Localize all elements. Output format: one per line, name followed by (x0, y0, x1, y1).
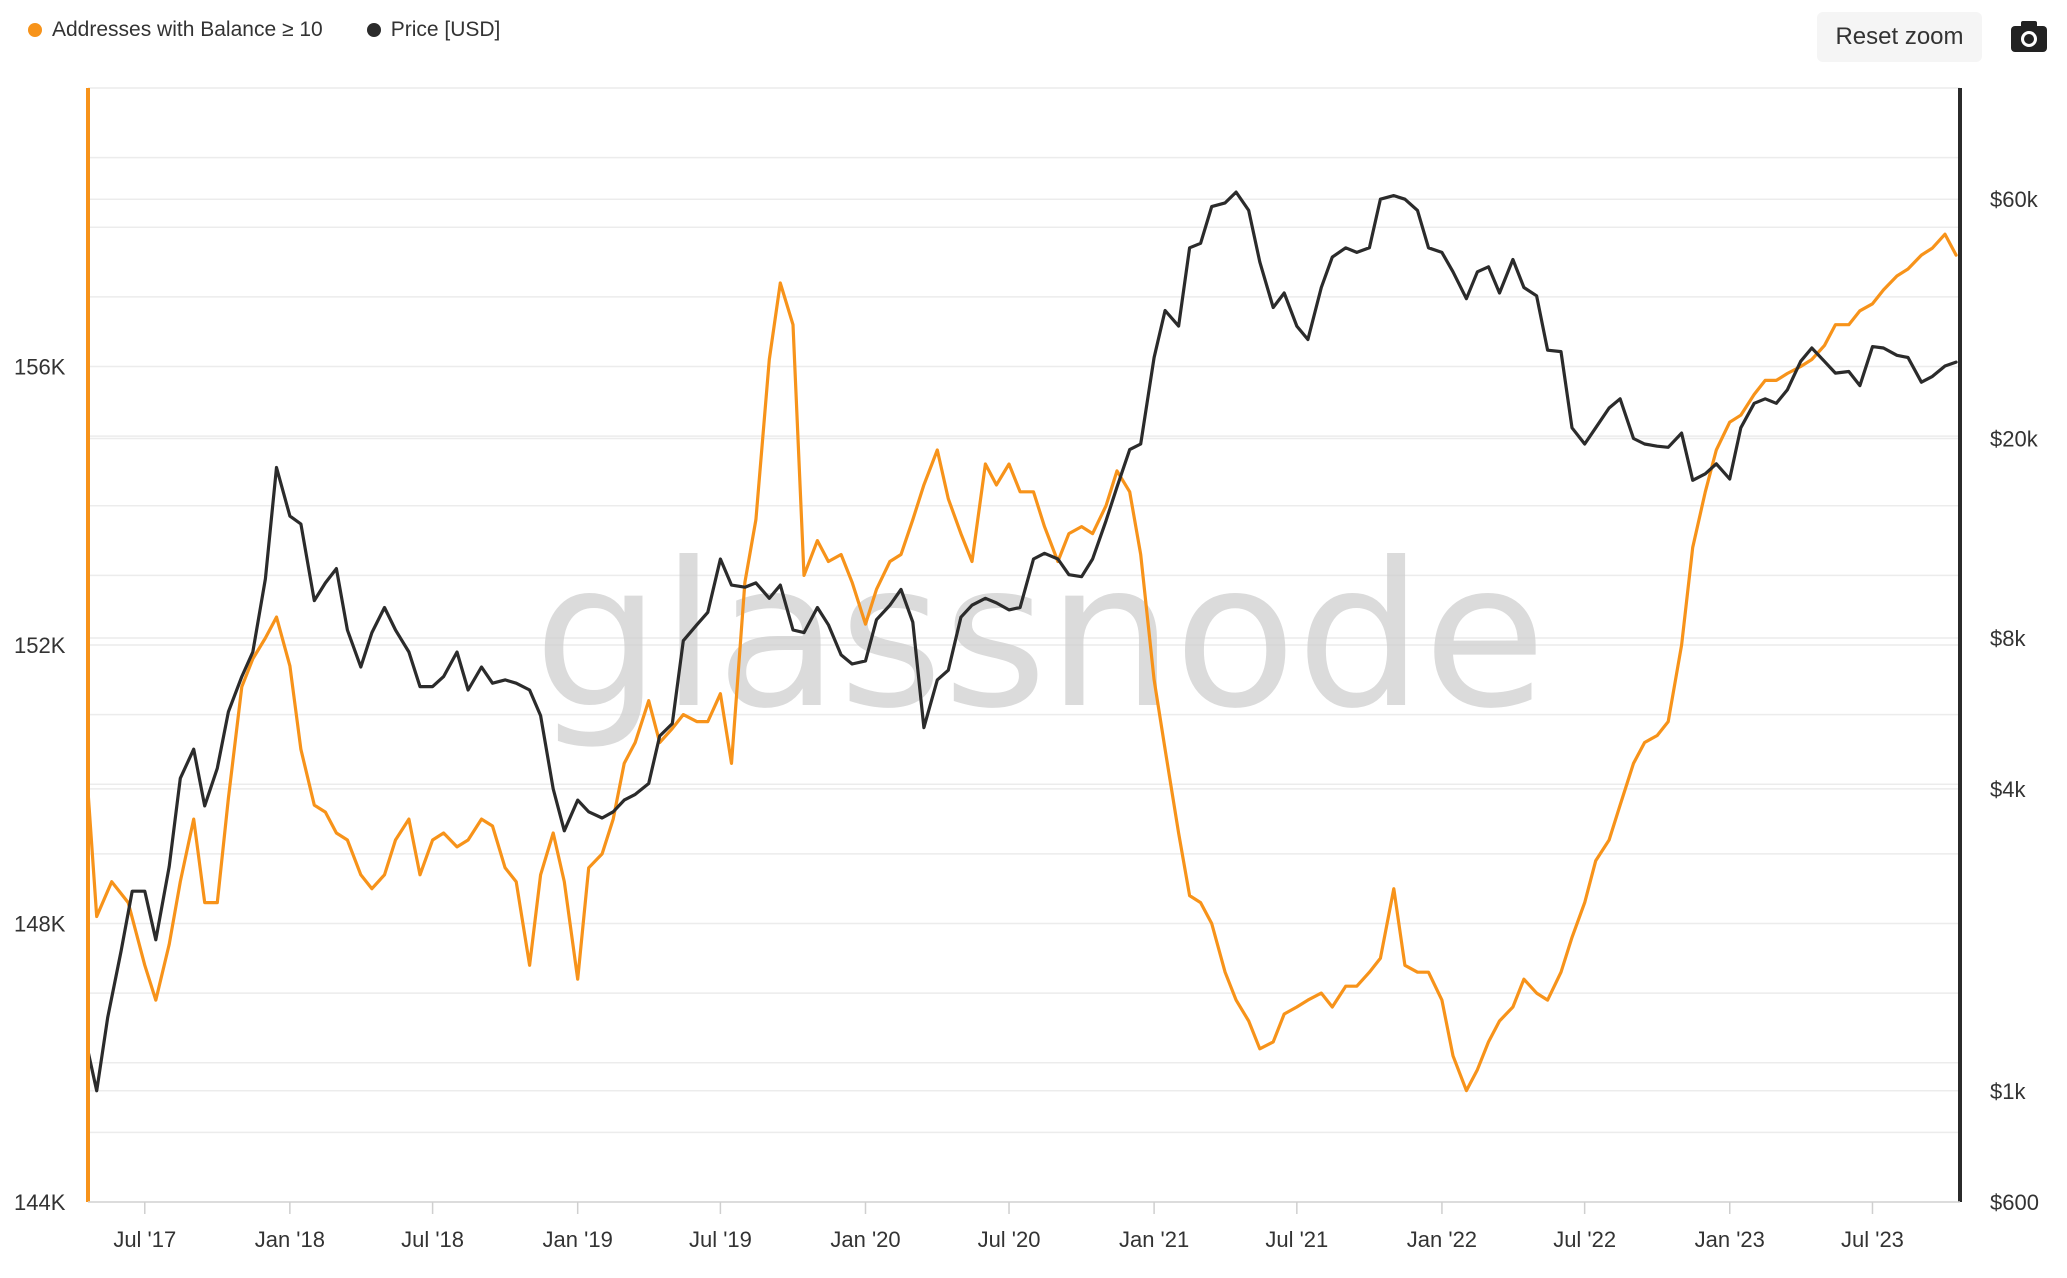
y-right-tick-label: $60k (1990, 187, 2039, 212)
x-tick-label: Jul '17 (113, 1227, 176, 1252)
y-left-tick-label: 144K (14, 1190, 66, 1215)
y-left-tick-label: 152K (14, 633, 66, 658)
x-tick-label: Jul '22 (1553, 1227, 1616, 1252)
y-left-tick-label: 156K (14, 355, 66, 380)
camera-icon[interactable] (2010, 19, 2048, 53)
series-layer (86, 190, 1958, 1093)
reset-zoom-button[interactable]: Reset zoom (1817, 12, 1982, 62)
grid-lines (88, 87, 1960, 1203)
x-tick-label: Jan '21 (1119, 1227, 1189, 1252)
watermark: glassnode (534, 520, 1547, 753)
legend: Addresses with Balance ≥ 10 Price [USD] (28, 18, 500, 42)
y-right-tick-label: $20k (1990, 426, 2039, 451)
x-tick-label: Jan '18 (255, 1227, 325, 1252)
x-tick-label: Jul '23 (1841, 1227, 1904, 1252)
x-tick-label: Jul '20 (978, 1227, 1041, 1252)
legend-label-price: Price [USD] (390, 18, 501, 41)
y-right-tick-label: $8k (1990, 626, 2026, 651)
y-right-tick-label: $600 (1990, 1190, 2039, 1215)
x-tick-label: Jul '18 (401, 1227, 464, 1252)
legend-item-addresses[interactable]: Addresses with Balance ≥ 10 (28, 18, 323, 42)
x-tick-label: Jan '19 (543, 1227, 613, 1252)
x-tick-label: Jul '19 (689, 1227, 752, 1252)
legend-label-addresses: Addresses with Balance ≥ 10 (52, 18, 323, 41)
series-line-addresses (86, 232, 1958, 1093)
y-right-tick-label: $4k (1990, 777, 2026, 802)
x-tick-label: Jan '20 (830, 1227, 900, 1252)
y-left-tick-label: 148K (14, 912, 66, 937)
x-tick-label: Jan '23 (1695, 1227, 1765, 1252)
legend-item-price[interactable]: Price [USD] (366, 18, 501, 42)
y-right-tick-label: $1k (1990, 1079, 2026, 1104)
series-line-price (86, 190, 1958, 1093)
x-tick-label: Jan '22 (1407, 1227, 1477, 1252)
legend-dot-price (366, 23, 381, 37)
legend-dot-addresses (28, 23, 42, 37)
x-tick-label: Jul '21 (1265, 1227, 1328, 1252)
axes: 144K 148K 152K 156K $600 $1k $4k $8k $20k $60k Jul… (14, 88, 2039, 1252)
